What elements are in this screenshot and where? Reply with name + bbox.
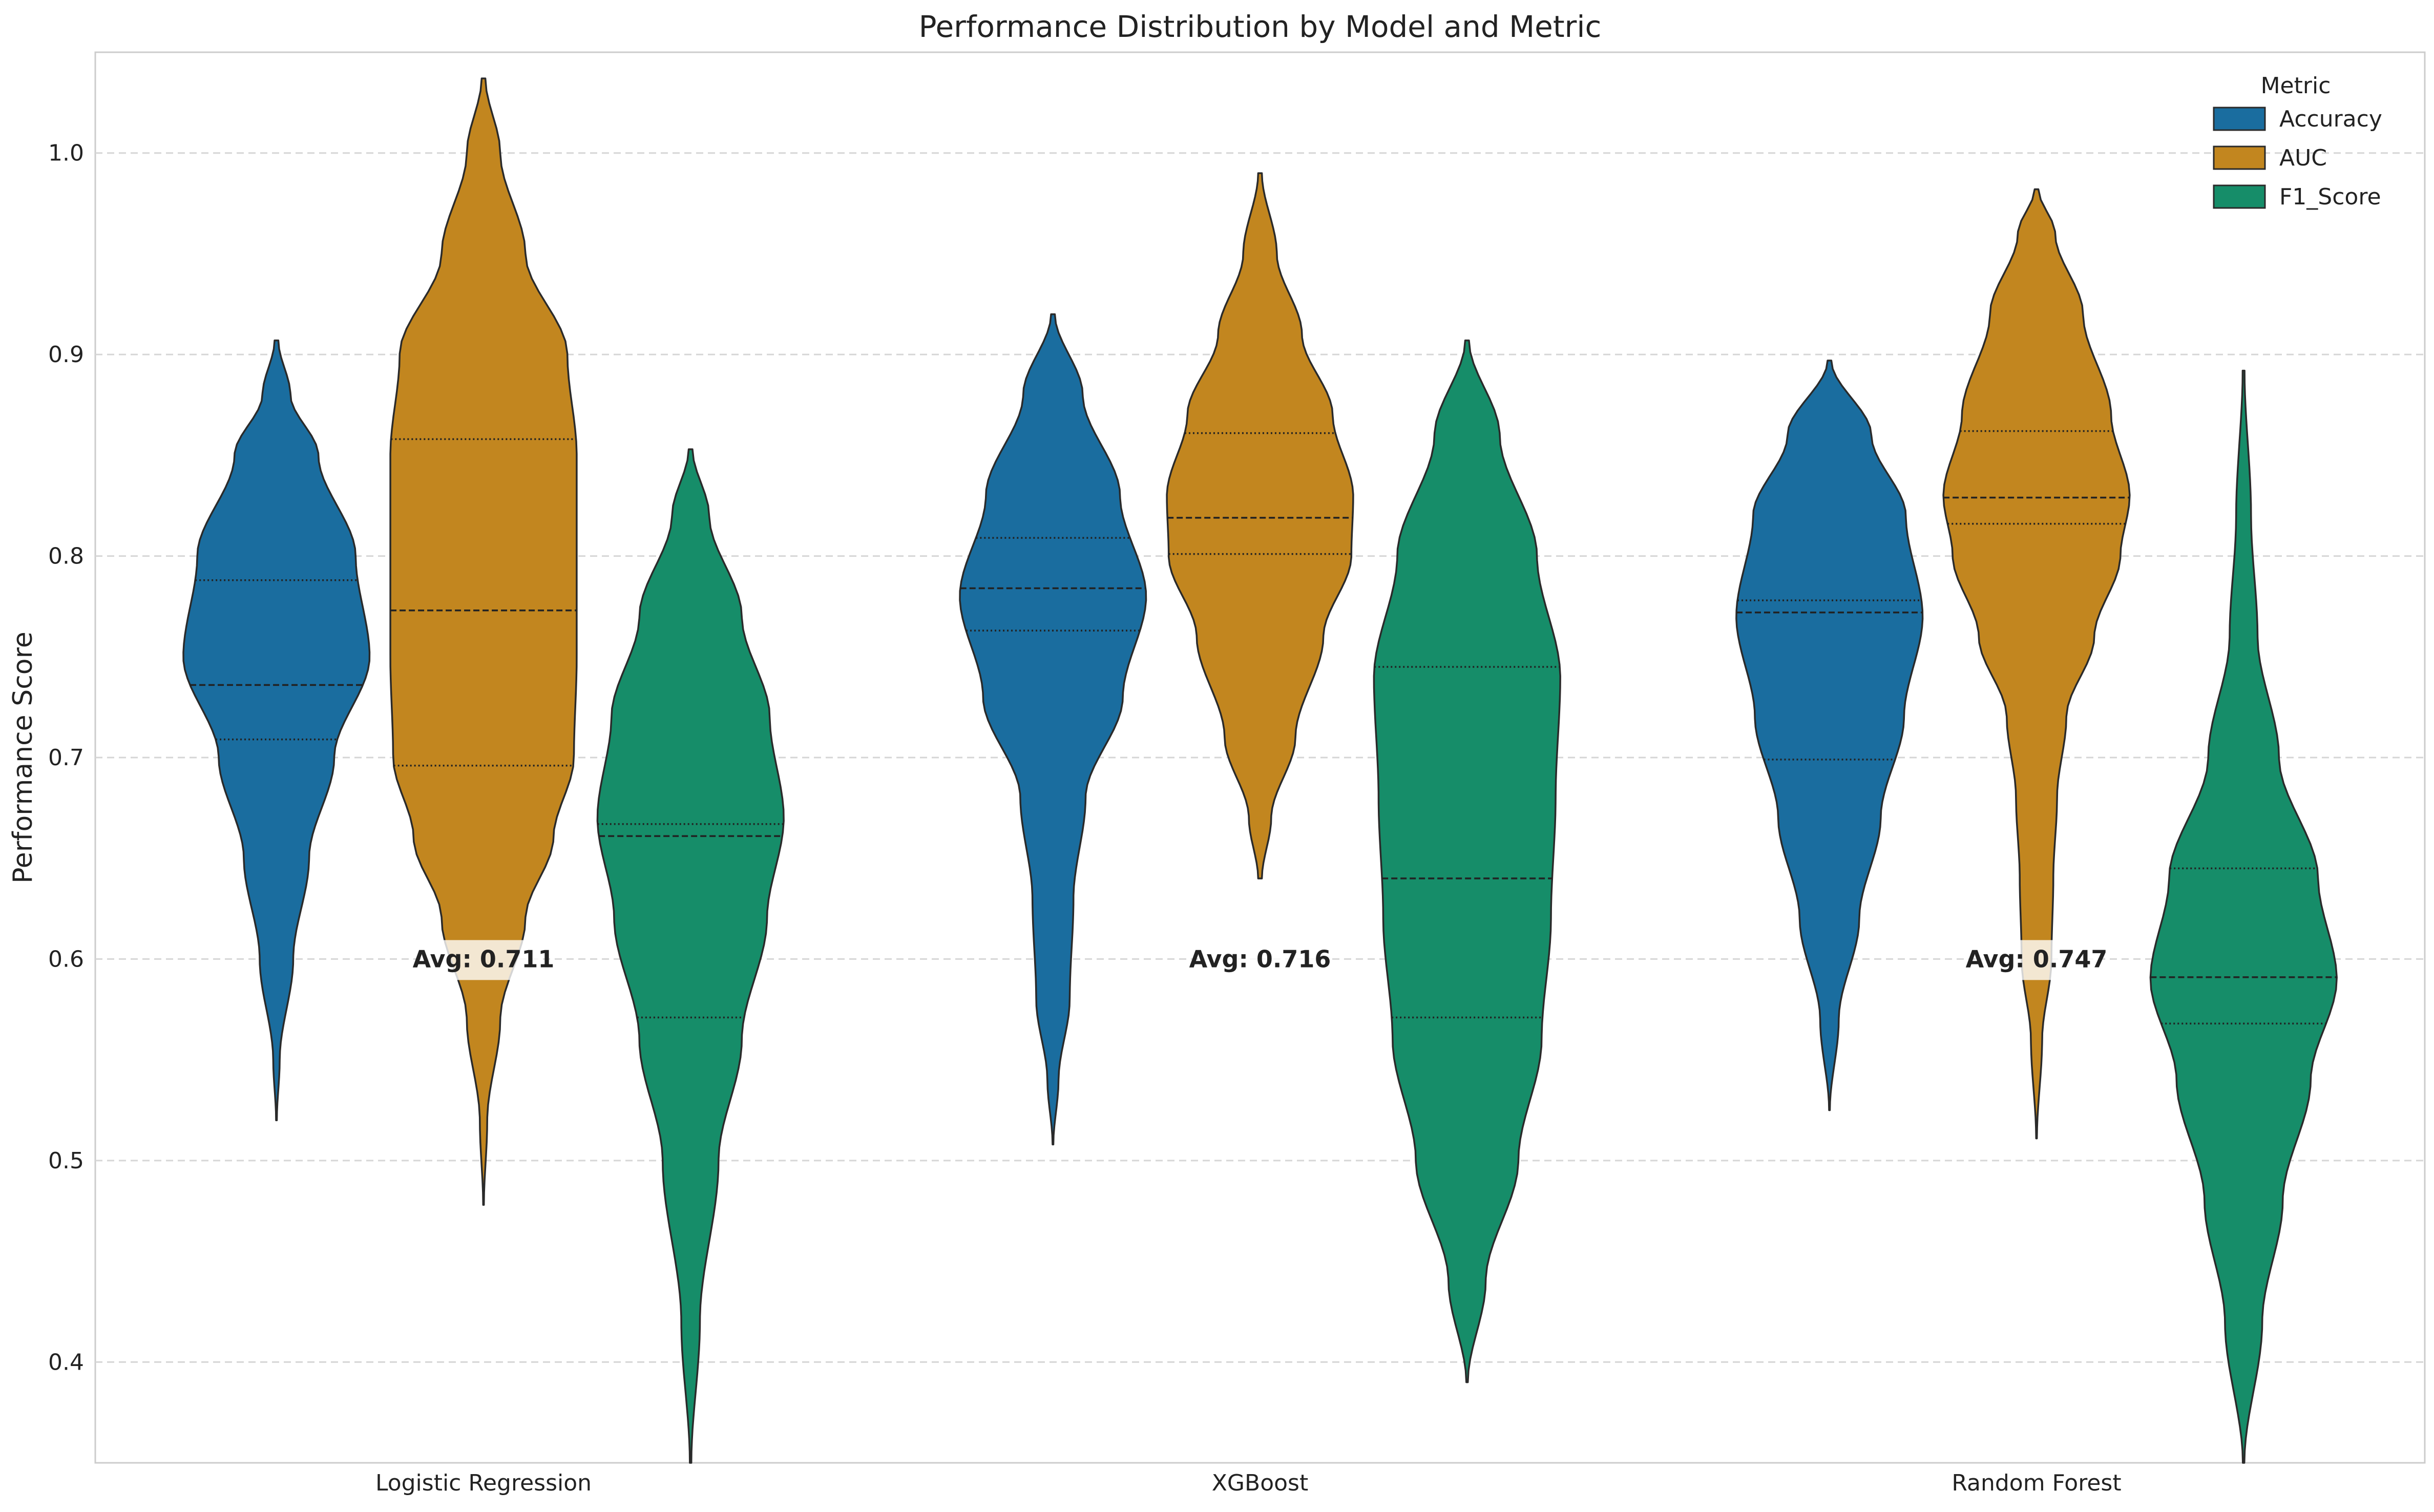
violin-logistic-regression-f1-score [596, 448, 785, 1464]
violin-logistic-regression-accuracy [182, 339, 371, 1121]
violin-xgboost-auc [1166, 172, 1354, 879]
violin-random-forest-auc [1942, 188, 2131, 1140]
avg-annotation: Avg: 0.716 [1189, 945, 1331, 973]
legend-title: Metric [2261, 73, 2331, 99]
violins [182, 77, 2338, 1464]
legend: Metric Accuracy AUC F1_Score [2213, 73, 2382, 210]
violin-body [2149, 369, 2338, 1464]
violin-random-forest-f1-score [2149, 369, 2338, 1464]
violin-body [1373, 339, 1561, 1383]
violin-logistic-regression-auc [389, 77, 578, 1206]
y-ticks: 0.4 0.5 0.6 0.7 0.8 0.9 1.0 [48, 140, 84, 1376]
legend-item-accuracy: Accuracy [2213, 106, 2382, 132]
annotations: Avg: 0.711 Avg: 0.716 Avg: 0.747 [413, 940, 2108, 980]
y-tick-label: 0.7 [48, 745, 84, 771]
x-ticks: Logistic Regression XGBoost Random Forest [375, 1470, 2122, 1496]
x-tick-label: XGBoost [1212, 1470, 1308, 1496]
y-tick-label: 1.0 [48, 140, 84, 166]
legend-label: Accuracy [2279, 106, 2382, 132]
violin-body [1942, 188, 2131, 1140]
chart-title: Performance Distribution by Model and Me… [919, 9, 1602, 44]
x-tick-label: Random Forest [1952, 1470, 2121, 1496]
y-tick-label: 0.6 [48, 946, 84, 972]
y-tick-label: 0.5 [48, 1148, 84, 1174]
violin-random-forest-accuracy [1735, 360, 1924, 1111]
legend-label: F1_Score [2279, 184, 2381, 210]
avg-annotation-box [1201, 940, 1319, 980]
violin-body [959, 313, 1147, 1146]
legend-swatch [2213, 145, 2266, 170]
avg-annotation: Avg: 0.711 [413, 945, 555, 973]
legend-swatch [2213, 184, 2266, 209]
legend-item-f1-score: F1_Score [2213, 184, 2381, 210]
violin-body [182, 339, 371, 1121]
violin-xgboost-accuracy [959, 313, 1147, 1146]
avg-annotation-box [425, 940, 542, 980]
avg-annotation-box [1978, 940, 2095, 980]
violin-body [1166, 172, 1354, 879]
legend-item-auc: AUC [2213, 145, 2327, 171]
y-tick-label: 0.8 [48, 543, 84, 570]
x-tick-label: Logistic Regression [375, 1470, 592, 1496]
y-axis-label: Performance Score [8, 632, 38, 884]
avg-annotation: Avg: 0.747 [1966, 945, 2108, 973]
violin-body [1735, 360, 1924, 1111]
violin-body [596, 448, 785, 1464]
violin-body [389, 77, 578, 1206]
violin-xgboost-f1-score [1373, 339, 1561, 1383]
y-tick-label: 0.9 [48, 342, 84, 368]
y-tick-label: 0.4 [48, 1349, 84, 1375]
legend-label: AUC [2279, 145, 2327, 171]
legend-swatch [2213, 107, 2266, 131]
